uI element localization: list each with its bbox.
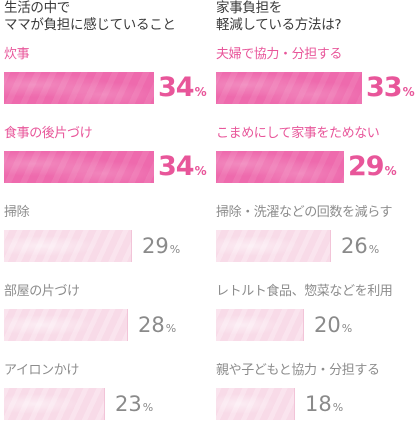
left-bar-row-5: アイロンかけ 23%	[4, 363, 209, 433]
left-bar-4	[4, 309, 128, 341]
left-bar-value-3: 29%	[142, 231, 180, 265]
left-bar-value-unit-3: %	[169, 243, 181, 256]
left-bar-track-1	[4, 72, 154, 104]
left-bar-2	[4, 151, 154, 183]
left-bar-value-unit-2: %	[194, 164, 207, 178]
right-chart-title: 家事負担を 軽減している方法は?	[216, 0, 342, 34]
left-chart-title-line-1: 生活の中で	[4, 0, 70, 16]
right-bar-1	[216, 72, 362, 104]
right-bar-value-5: 18%	[305, 389, 343, 423]
right-bar-value-2: 29%	[348, 152, 397, 186]
right-bar-track-1	[216, 72, 362, 104]
left-bar-value-number-2: 34	[158, 151, 195, 182]
left-bar-row-4: 部屋の片づけ 28%	[4, 284, 209, 354]
right-bar-track-3	[216, 230, 331, 262]
right-bar-5	[216, 388, 295, 420]
left-bar-value-number-5: 23	[115, 392, 142, 416]
right-bar-edge-5	[294, 388, 295, 420]
right-bar-value-number-3: 26	[341, 234, 368, 258]
left-bar-track-2	[4, 151, 154, 183]
right-bar-label-5: 親や子どもと協力・分担する	[216, 363, 380, 378]
right-bar-row-3: 掃除・洗濯などの回数を減らす 26%	[216, 205, 417, 275]
right-bar-track-4	[216, 309, 304, 341]
left-bar-value-number-4: 28	[138, 313, 165, 337]
right-bar-value-1: 33%	[366, 73, 415, 107]
left-bar-edge-3	[131, 230, 132, 262]
right-bar-track-2	[216, 151, 344, 183]
right-bar-value-number-2: 29	[348, 151, 385, 182]
right-bar-edge-3	[330, 230, 331, 262]
right-bar-value-unit-3: %	[368, 243, 380, 256]
right-bar-label-3: 掃除・洗濯などの回数を減らす	[216, 205, 393, 220]
right-bar-value-unit-2: %	[384, 164, 397, 178]
left-bar-value-2: 34%	[158, 152, 207, 186]
right-bar-value-4: 20%	[314, 310, 352, 344]
left-chart-title: 生活の中で ママが負担に感じていること	[4, 0, 176, 34]
left-bar-value-unit-1: %	[194, 85, 207, 99]
right-bar-row-5: 親や子どもと協力・分担する 18%	[216, 363, 417, 433]
right-bar-4	[216, 309, 304, 341]
left-bar-value-unit-5: %	[142, 401, 154, 414]
right-bar-value-unit-4: %	[341, 322, 353, 335]
left-bar-track-3	[4, 230, 132, 262]
left-bar-value-number-3: 29	[142, 234, 169, 258]
left-bar-label-5: アイロンかけ	[4, 363, 79, 378]
right-bar-row-4: レトルト食品、惣菜などを利用 20%	[216, 284, 417, 354]
left-bar-value-4: 28%	[138, 310, 176, 344]
left-chart-title-line-2: ママが負担に感じていること	[4, 17, 176, 33]
left-bar-row-2: 食事の後片づけ 34%	[4, 126, 209, 196]
left-bar-value-unit-4: %	[165, 322, 177, 335]
left-bar-track-5	[4, 388, 105, 420]
left-bar-label-4: 部屋の片づけ	[4, 284, 80, 299]
left-bar-track-4	[4, 309, 128, 341]
left-bar-5	[4, 388, 105, 420]
right-bar-value-number-5: 18	[305, 392, 332, 416]
right-bar-2	[216, 151, 344, 183]
right-bar-value-unit-1: %	[402, 85, 415, 99]
right-chart-title-line-2: 軽減している方法は?	[216, 17, 342, 33]
right-bar-value-3: 26%	[341, 231, 379, 265]
left-bar-value-number-1: 34	[158, 72, 195, 103]
right-bar-row-2: こまめにして家事をためない 29%	[216, 126, 417, 196]
left-bar-1	[4, 72, 154, 104]
left-bar-row-1: 炊事 34%	[4, 47, 209, 117]
left-bar-3	[4, 230, 132, 262]
left-bar-edge-4	[127, 309, 128, 341]
right-bar-edge-4	[303, 309, 304, 341]
right-bar-label-1: 夫婦で協力・分担する	[216, 47, 343, 62]
right-bar-label-4: レトルト食品、惣菜などを利用	[216, 284, 393, 299]
left-bar-label-3: 掃除	[4, 205, 30, 220]
left-bar-row-3: 掃除 29%	[4, 205, 209, 275]
right-chart-panel: 家事負担を 軽減している方法は? 夫婦で協力・分担する 33% こまめにして家事をた…	[216, 0, 417, 428]
left-bar-label-1: 炊事	[4, 47, 30, 62]
right-bar-label-2: こまめにして家事をためない	[216, 126, 380, 141]
right-chart-title-line-1: 家事負担を	[216, 0, 282, 16]
left-bar-label-2: 食事の後片づけ	[4, 126, 93, 141]
right-bar-row-1: 夫婦で協力・分担する 33%	[216, 47, 417, 117]
left-bar-value-1: 34%	[158, 73, 207, 107]
right-bar-value-number-4: 20	[314, 313, 341, 337]
left-chart-panel: 生活の中で ママが負担に感じていること 炊事 34% 食事の後片づけ 34% 掃除 29%…	[4, 0, 209, 428]
left-bar-edge-5	[104, 388, 105, 420]
left-bar-value-5: 23%	[115, 389, 153, 423]
right-bar-3	[216, 230, 331, 262]
right-bar-value-unit-5: %	[332, 401, 344, 414]
right-bar-value-number-1: 33	[366, 72, 403, 103]
right-bar-track-5	[216, 388, 295, 420]
